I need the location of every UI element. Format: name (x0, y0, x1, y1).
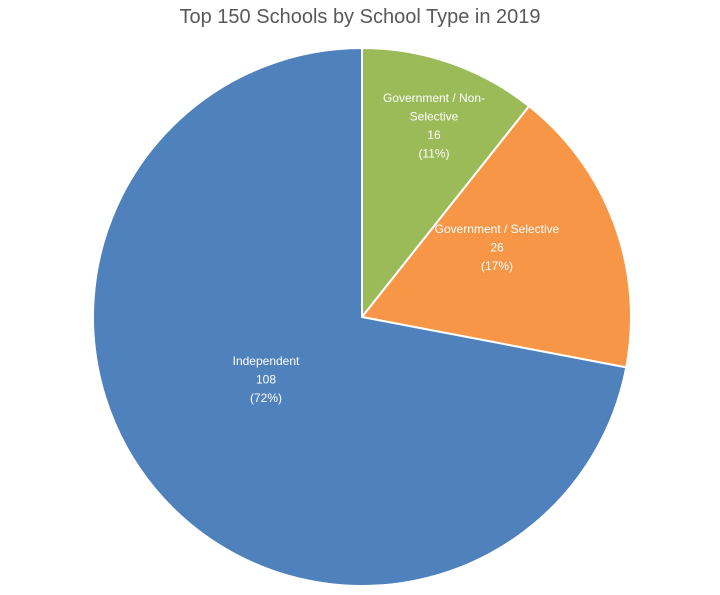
pie-slice-label-2: Independent 108 (72%) (233, 354, 300, 405)
pie-slice-label-1: Government / Selective 26 (17%) (435, 222, 560, 273)
chart-title: Top 150 Schools by School Type in 2019 (179, 6, 541, 28)
pie-slice-label-0: Government / Non-Selective 16 (11%) (383, 91, 485, 161)
pie-slice-2 (92, 46, 628, 587)
pie-labels: Government / Non-Selective 16 (11%) Governm… (233, 91, 560, 405)
pie-slice-0 (361, 46, 531, 320)
pie-slices (92, 46, 632, 587)
pie-slice-1 (360, 104, 632, 369)
